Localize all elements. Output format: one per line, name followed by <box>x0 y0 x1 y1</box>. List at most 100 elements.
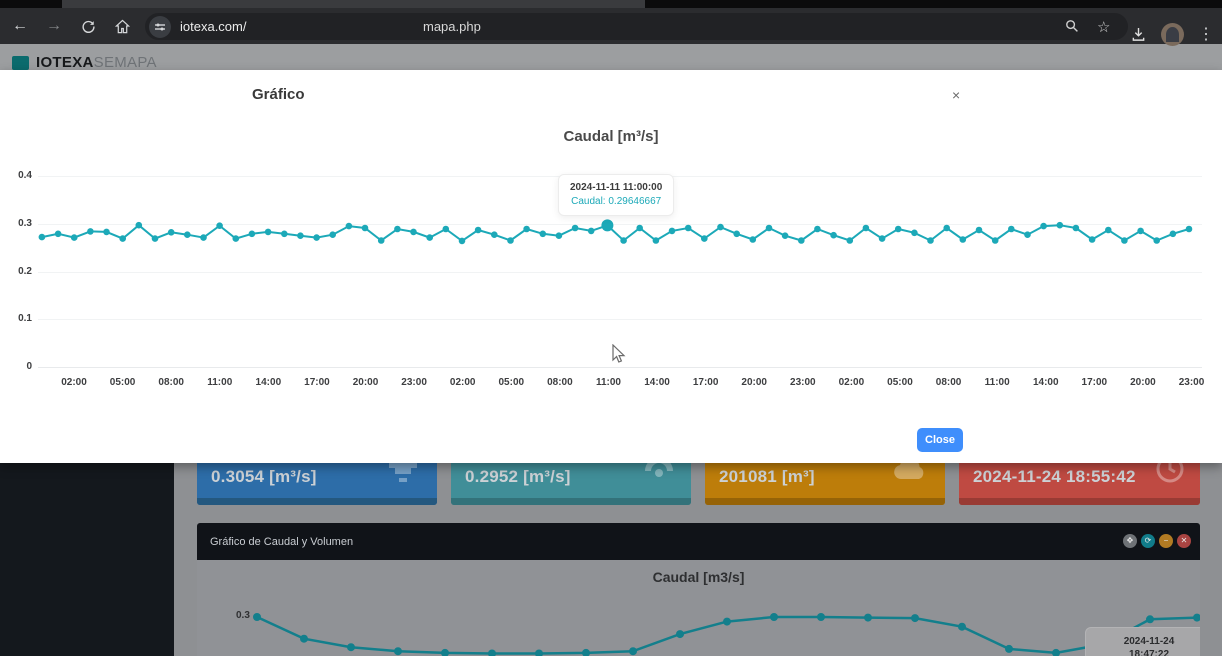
data-point[interactable] <box>54 230 62 238</box>
data-point[interactable] <box>991 237 999 244</box>
data-point[interactable] <box>975 226 983 234</box>
data-point[interactable] <box>216 222 223 229</box>
data-point[interactable] <box>770 613 778 621</box>
data-point[interactable] <box>781 232 789 239</box>
data-point[interactable] <box>582 648 590 656</box>
data-point[interactable] <box>491 231 498 238</box>
zoom-icon[interactable] <box>1065 19 1079 37</box>
panel-minimize-icon[interactable]: − <box>1159 534 1173 548</box>
data-point[interactable] <box>620 237 627 244</box>
data-point[interactable] <box>864 613 872 622</box>
data-point[interactable] <box>1185 225 1193 233</box>
data-point[interactable] <box>894 225 902 233</box>
data-point[interactable] <box>571 224 579 232</box>
data-point[interactable] <box>151 235 159 242</box>
hovered-data-point[interactable] <box>601 219 614 232</box>
data-point[interactable] <box>878 235 886 242</box>
data-point[interactable] <box>377 237 385 244</box>
data-point[interactable] <box>232 235 240 242</box>
data-point[interactable] <box>1137 227 1144 235</box>
data-point[interactable] <box>394 647 402 656</box>
data-point[interactable] <box>539 230 547 238</box>
data-point[interactable] <box>253 613 261 621</box>
back-icon[interactable]: ← <box>12 17 28 34</box>
data-point[interactable] <box>535 649 543 656</box>
data-point[interactable] <box>361 224 369 232</box>
data-point[interactable] <box>749 236 757 243</box>
data-point[interactable] <box>798 237 805 244</box>
data-point[interactable] <box>959 236 967 243</box>
site-info-icon[interactable] <box>149 15 171 38</box>
data-point[interactable] <box>1153 237 1160 244</box>
data-point[interactable] <box>846 237 854 244</box>
close-button[interactable]: Close <box>917 428 963 452</box>
data-point[interactable] <box>629 647 637 656</box>
data-point[interactable] <box>717 223 724 231</box>
data-point[interactable] <box>488 649 496 656</box>
data-point[interactable] <box>1040 222 1047 230</box>
forward-icon[interactable]: → <box>46 17 62 34</box>
home-icon[interactable] <box>108 12 136 40</box>
data-point[interactable] <box>300 634 308 643</box>
data-point[interactable] <box>1052 648 1060 656</box>
data-point[interactable] <box>410 228 417 236</box>
data-point[interactable] <box>830 231 837 239</box>
data-point[interactable] <box>958 622 966 631</box>
data-point[interactable] <box>248 230 256 238</box>
modal-close-icon[interactable]: × <box>952 87 961 103</box>
download-icon[interactable] <box>1124 20 1152 48</box>
data-point[interactable] <box>313 234 320 241</box>
data-point[interactable] <box>927 237 934 244</box>
browser-menu-icon[interactable]: ⋮ <box>1198 26 1214 43</box>
data-point[interactable] <box>723 617 731 626</box>
data-point[interactable] <box>636 224 643 232</box>
data-point[interactable] <box>862 224 870 232</box>
data-point[interactable] <box>184 231 191 238</box>
data-point[interactable] <box>1105 226 1112 234</box>
data-point[interactable] <box>1008 225 1015 233</box>
data-point[interactable] <box>668 227 676 235</box>
data-point[interactable] <box>814 225 821 233</box>
data-point[interactable] <box>911 229 918 237</box>
data-point[interactable] <box>1056 221 1064 229</box>
data-point[interactable] <box>507 237 514 244</box>
data-point[interactable] <box>1169 230 1177 238</box>
data-point[interactable] <box>458 237 466 245</box>
data-point[interactable] <box>765 224 773 232</box>
data-point[interactable] <box>281 230 288 238</box>
data-point[interactable] <box>474 226 482 234</box>
data-point[interactable] <box>1121 237 1128 244</box>
data-point[interactable] <box>345 222 353 230</box>
profile-avatar[interactable] <box>1158 20 1186 48</box>
data-point[interactable] <box>38 233 46 241</box>
data-point[interactable] <box>329 231 337 238</box>
data-point[interactable] <box>1088 236 1096 243</box>
data-point[interactable] <box>523 225 530 233</box>
data-point[interactable] <box>943 224 950 232</box>
data-point[interactable] <box>1005 644 1013 653</box>
data-point[interactable] <box>555 232 563 239</box>
data-point[interactable] <box>103 228 110 236</box>
data-point[interactable] <box>135 221 143 229</box>
data-point[interactable] <box>911 614 919 623</box>
data-point[interactable] <box>264 228 272 236</box>
data-point[interactable] <box>394 225 401 233</box>
data-point[interactable] <box>87 228 94 235</box>
data-point[interactable] <box>297 232 304 239</box>
data-point[interactable] <box>701 235 708 242</box>
data-point[interactable] <box>70 234 78 241</box>
data-point[interactable] <box>426 234 434 241</box>
data-point[interactable] <box>652 237 660 244</box>
data-point[interactable] <box>442 225 450 233</box>
data-point[interactable] <box>676 630 684 639</box>
modal-chart-line[interactable] <box>0 170 1222 370</box>
data-point[interactable] <box>441 648 449 656</box>
data-point[interactable] <box>347 643 355 652</box>
panel-refresh-icon[interactable]: ⟳ <box>1141 534 1155 548</box>
active-tab[interactable] <box>62 0 645 8</box>
data-point[interactable] <box>1024 231 1031 238</box>
data-point[interactable] <box>1193 613 1200 622</box>
address-bar[interactable]: iotexa.com/ mapa.php ☆ <box>145 13 1128 40</box>
data-point[interactable] <box>167 229 175 236</box>
data-point[interactable] <box>684 224 692 232</box>
